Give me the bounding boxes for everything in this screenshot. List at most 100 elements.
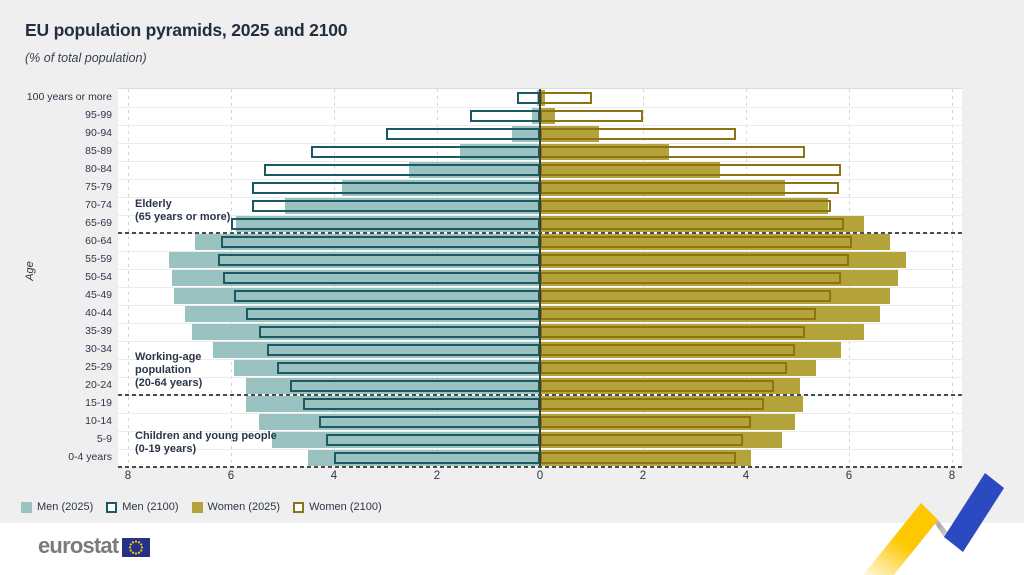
x-tick-label: 2 <box>639 470 647 482</box>
x-tick-label: 8 <box>124 470 132 482</box>
bar-women-2100 <box>540 362 788 374</box>
age-tick-label: 40-44 <box>85 307 112 319</box>
age-tick-label: 85-89 <box>85 145 112 157</box>
bar-women-2100 <box>540 236 852 248</box>
x-tick-label: 6 <box>227 470 235 482</box>
bar-men-2100 <box>264 164 540 176</box>
age-tick-label: 10-14 <box>85 415 112 427</box>
bar-women-2100 <box>540 164 842 176</box>
age-tick-label: 30-34 <box>85 343 112 355</box>
x-tick-label: 0 <box>536 470 544 482</box>
ribbon-yellow-band <box>864 503 938 575</box>
bar-women-2100 <box>540 452 736 464</box>
age-band-divider <box>118 394 962 396</box>
bar-women-2100 <box>540 344 795 356</box>
bar-men-2100 <box>516 92 540 104</box>
age-tick-label: 60-64 <box>85 235 112 247</box>
legend-swatch-men-2025 <box>21 501 32 513</box>
bar-women-2100 <box>540 218 844 230</box>
age-tick-label: 65-69 <box>85 217 112 229</box>
bar-men-2100 <box>310 146 540 158</box>
bar-women-2100 <box>540 416 752 428</box>
bar-men-2100 <box>223 272 540 284</box>
gridline <box>128 89 129 467</box>
bar-women-2100 <box>540 308 816 320</box>
bar-men-2100 <box>251 182 540 194</box>
bar-men-2100 <box>277 362 540 374</box>
age-tick-label: 15-19 <box>85 397 112 409</box>
bar-women-2100 <box>540 182 839 194</box>
legend-item: Women (2100) <box>293 501 382 513</box>
bar-women-2100 <box>540 326 806 338</box>
age-tick-label: 20-24 <box>85 379 112 391</box>
band-annotation-line: (0-19 years) <box>135 443 197 456</box>
pyramid-row <box>118 359 962 378</box>
bar-men-2100 <box>246 308 540 320</box>
age-tick-label: 70-74 <box>85 199 112 211</box>
eu-flag-icon <box>122 538 151 557</box>
bar-women-2025 <box>540 90 546 106</box>
ribbon-blue-band <box>944 473 1004 552</box>
gridline <box>952 89 953 467</box>
age-tick-label: 5-9 <box>96 433 112 445</box>
legend-item: Men (2025) <box>21 501 93 513</box>
eurostat-wordmark: eurostat <box>38 533 119 558</box>
chart-title: EU population pyramids, 2025 and 2100 <box>25 20 348 40</box>
zero-axis-line <box>539 89 541 467</box>
legend-label: Women (2025) <box>207 501 281 513</box>
x-tick-label: 6 <box>845 470 853 482</box>
legend-item: Men (2100) <box>106 501 179 513</box>
plot-area: Elderly (65 years or more) Working-age popu… <box>118 88 962 468</box>
age-tick-label: 55-59 <box>85 253 112 265</box>
age-tick-label: 75-79 <box>85 181 112 193</box>
bar-women-2100 <box>540 254 849 266</box>
band-annotation-line: (65 years or more) <box>135 210 231 223</box>
x-tick-label: 2 <box>433 470 441 482</box>
bar-men-2100 <box>334 452 540 464</box>
bar-men-2100 <box>326 434 540 446</box>
legend-label: Men (2025) <box>37 501 94 513</box>
band-annotation: Working-age population (20-64 years) <box>135 351 202 390</box>
band-annotation-line: population <box>135 363 192 376</box>
legend-label: Women (2100) <box>309 501 382 513</box>
age-tick-label: 95-99 <box>85 109 112 121</box>
bar-women-2100 <box>540 110 643 122</box>
bar-men-2100 <box>231 218 540 230</box>
bar-men-2100 <box>218 254 540 266</box>
bar-men-2100 <box>290 380 540 392</box>
band-annotation-line: Children and young people <box>135 430 277 443</box>
bar-women-2100 <box>540 398 765 410</box>
legend-swatch-women-2025 <box>191 501 203 513</box>
age-tick-label: 50-54 <box>85 271 112 283</box>
bar-men-2025 <box>532 108 540 124</box>
bar-men-2100 <box>303 398 540 410</box>
bar-women-2100 <box>540 200 831 212</box>
x-tick-label: 8 <box>948 470 956 482</box>
band-annotation: Elderly (65 years or more) <box>135 198 230 224</box>
eurostat-ribbon-graphic <box>864 473 1004 575</box>
pyramid-row <box>118 215 962 234</box>
age-tick-label: 80-84 <box>85 163 112 175</box>
pyramid-row <box>118 269 962 288</box>
legend-label: Men (2100) <box>122 501 179 513</box>
band-annotation-line: Elderly <box>135 197 172 210</box>
x-axis-ticks: 8 6 4 2 0 2 4 6 8 <box>0 470 1024 486</box>
age-band-divider <box>118 466 962 468</box>
age-tick-label: 0-4 years <box>68 451 112 463</box>
band-annotation: Children and young people (0-19 years) <box>135 430 277 456</box>
bar-women-2100 <box>540 146 806 158</box>
x-tick-label: 4 <box>330 470 338 482</box>
band-annotation-line: Working-age <box>135 350 202 363</box>
pyramid-row <box>118 305 962 324</box>
bar-women-2100 <box>540 92 592 104</box>
chart-legend: Men (2025) Men (2100) Women (2025) Women (2… <box>21 501 382 513</box>
age-tick-label: 45-49 <box>85 289 112 301</box>
chart-subtitle: (% of total population) <box>25 51 147 65</box>
bar-women-2100 <box>540 290 831 302</box>
age-tick-label: 100 years or more <box>26 91 112 103</box>
bar-men-2100 <box>385 128 540 140</box>
bar-men-2100 <box>470 110 540 122</box>
age-tick-label: 25-29 <box>85 361 112 373</box>
age-axis-labels: 100 years or more 95-99 90-94 85-89 80-84 75-… <box>0 88 112 466</box>
eurostat-logo: eurostat <box>38 533 151 559</box>
